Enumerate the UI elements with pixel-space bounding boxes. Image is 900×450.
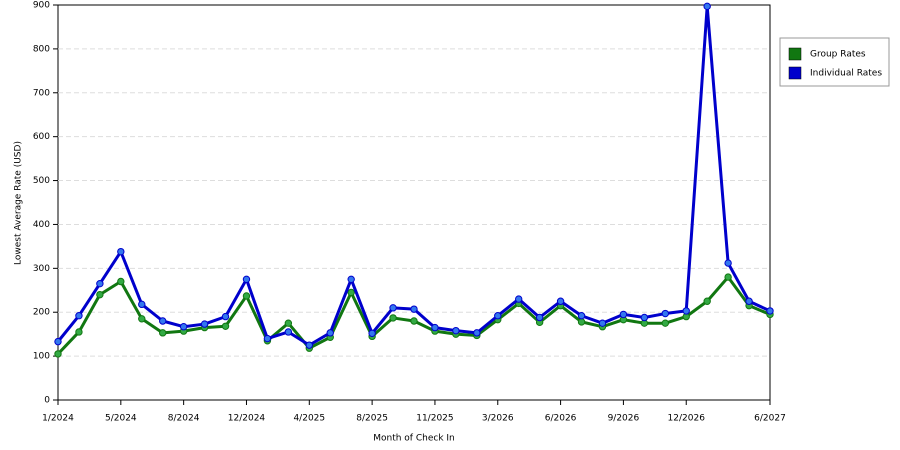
data-point	[54, 350, 62, 358]
data-point	[117, 277, 125, 286]
data-point	[473, 329, 481, 337]
data-point	[138, 300, 146, 309]
y-tick-label: 300	[33, 264, 50, 274]
plot-area	[57, 4, 771, 401]
data-point	[284, 328, 293, 336]
data-point	[368, 329, 376, 337]
x-tick-label: 3/2026	[482, 414, 514, 424]
data-point	[640, 313, 649, 322]
data-point	[159, 317, 167, 325]
data-point	[431, 323, 439, 332]
data-point	[389, 304, 397, 312]
data-point	[703, 2, 711, 11]
x-tick-label: 11/2025	[416, 414, 453, 424]
data-point	[242, 292, 251, 300]
x-tick-label: 12/2026	[668, 414, 706, 424]
data-point	[389, 314, 397, 322]
data-point	[724, 273, 732, 281]
data-point	[138, 315, 146, 323]
y-tick-label: 700	[33, 88, 50, 98]
data-point	[179, 323, 188, 331]
x-tick-label: 1/2024	[42, 414, 74, 424]
data-point	[577, 318, 586, 326]
data-point	[263, 334, 272, 343]
data-point	[242, 275, 251, 284]
data-point	[452, 326, 460, 335]
y-axis-label: Lowest Average Rate (USD)	[14, 141, 24, 265]
x-tick-label: 8/2024	[168, 414, 200, 424]
data-point	[221, 312, 230, 321]
y-tick-label: 600	[33, 132, 50, 142]
y-tick-label: 800	[33, 44, 50, 54]
data-point	[661, 309, 669, 318]
data-point	[347, 288, 355, 297]
data-point	[766, 307, 774, 315]
data-point	[410, 305, 418, 313]
data-point	[326, 329, 334, 337]
data-point	[305, 341, 313, 349]
y-tick-label: 900	[33, 1, 50, 11]
x-tick-label: 4/2025	[293, 414, 325, 424]
data-point	[724, 259, 732, 267]
x-tick-label: 6/2026	[545, 414, 577, 424]
x-axis-label: Month of Check In	[373, 434, 455, 444]
data-point	[75, 312, 83, 320]
data-point	[661, 319, 669, 327]
data-point	[117, 247, 125, 256]
data-point	[745, 297, 753, 305]
data-point	[347, 275, 355, 284]
legend-label: Group Rates	[810, 50, 866, 60]
legend-swatch	[788, 66, 802, 80]
data-point	[703, 297, 711, 305]
y-tick-label: 0	[44, 396, 50, 406]
data-point	[619, 310, 628, 319]
data-point	[284, 319, 293, 327]
x-tick-label: 12/2024	[228, 414, 266, 424]
y-tick-label: 400	[33, 220, 50, 230]
data-point	[577, 312, 586, 320]
data-point	[159, 329, 167, 337]
data-point	[494, 312, 502, 320]
data-point	[556, 297, 565, 305]
data-point	[96, 279, 104, 288]
legend-swatch	[788, 47, 802, 61]
x-tick-label: 5/2024	[105, 414, 137, 424]
x-tick-label: 6/2027	[754, 414, 786, 424]
data-point	[535, 313, 544, 322]
y-tick-label: 500	[33, 176, 50, 186]
data-point	[682, 307, 690, 315]
data-point	[515, 295, 523, 303]
y-tick-label: 200	[33, 308, 50, 318]
data-point	[221, 322, 230, 330]
y-tick-label: 100	[33, 352, 50, 362]
data-point	[75, 328, 83, 336]
x-tick-label: 8/2025	[356, 414, 388, 424]
data-point	[54, 337, 62, 346]
data-point	[598, 319, 607, 327]
data-point	[200, 320, 209, 328]
legend-label: Individual Rates	[810, 69, 882, 79]
data-point	[410, 317, 418, 325]
x-tick-label: 9/2026	[608, 414, 640, 424]
data-point	[96, 290, 104, 299]
